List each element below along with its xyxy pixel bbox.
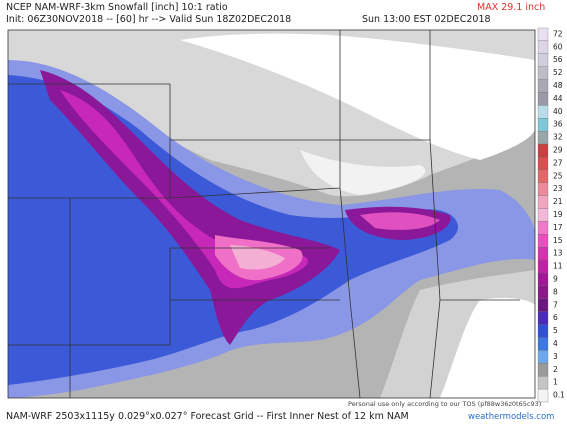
colorbar-label: 8 xyxy=(553,287,558,296)
colorbar-swatch xyxy=(537,208,549,222)
colorbar-label: 3 xyxy=(553,352,558,361)
colorbar-label: 25 xyxy=(553,171,563,180)
colorbar-label: 15 xyxy=(553,236,563,245)
colorbar-swatch xyxy=(537,143,549,158)
colorbar-label: 21 xyxy=(553,197,563,206)
colorbar: 7260565248444036322927252321191715131198… xyxy=(537,27,565,403)
map-title: NCEP NAM-WRF-3km Snowfall [inch] 10:1 ra… xyxy=(6,2,228,13)
colorbar-swatch xyxy=(537,27,549,42)
colorbar-label: 1 xyxy=(553,378,558,387)
colorbar-swatch xyxy=(537,53,549,67)
colorbar-swatch xyxy=(537,118,549,132)
colorbar-swatch xyxy=(537,259,549,274)
colorbar-swatch xyxy=(537,105,549,119)
valid-time: Sun 13:00 EST 02DEC2018 xyxy=(362,14,491,25)
colorbar-swatch xyxy=(537,169,549,183)
colorbar-label: 5 xyxy=(553,326,558,335)
colorbar-swatch xyxy=(537,234,549,248)
colorbar-swatch xyxy=(537,131,549,145)
map xyxy=(7,29,536,399)
colorbar-label: 11 xyxy=(553,262,563,271)
colorbar-label: 27 xyxy=(553,158,563,167)
colorbar-swatch xyxy=(537,92,549,106)
colorbar-swatch xyxy=(537,247,549,261)
colorbar-swatch xyxy=(537,156,549,171)
colorbar-label: 36 xyxy=(553,120,563,129)
colorbar-label: 32 xyxy=(553,133,563,142)
colorbar-label: 48 xyxy=(553,81,563,90)
colorbar-swatch xyxy=(537,66,549,80)
colorbar-swatch xyxy=(537,376,549,390)
colorbar-label: 23 xyxy=(553,184,563,193)
colorbar-swatch xyxy=(537,195,549,209)
credit: weathermodels.com xyxy=(468,412,554,422)
colorbar-label: 2 xyxy=(553,365,558,374)
colorbar-label: 7 xyxy=(553,300,558,309)
colorbar-label: 13 xyxy=(553,249,563,258)
colorbar-swatch xyxy=(537,324,549,338)
colorbar-label: 0.1 xyxy=(553,391,565,400)
max-value: MAX 29.1 inch xyxy=(477,2,545,13)
colorbar-swatch xyxy=(537,298,549,312)
terms-note: Personal use only according to our TOS (… xyxy=(348,400,541,408)
colorbar-label: 29 xyxy=(553,146,563,155)
colorbar-swatch xyxy=(537,363,549,377)
init-time: Init: 06Z30NOV2018 -- [60] hr --> Valid … xyxy=(6,14,291,25)
colorbar-label: 6 xyxy=(553,313,558,322)
colorbar-label: 44 xyxy=(553,94,563,103)
colorbar-swatch xyxy=(537,40,549,54)
colorbar-label: 72 xyxy=(553,29,563,38)
colorbar-label: 9 xyxy=(553,274,558,283)
colorbar-swatch xyxy=(537,350,549,364)
colorbar-label: 4 xyxy=(553,339,558,348)
colorbar-swatch xyxy=(537,221,549,235)
colorbar-label: 52 xyxy=(553,68,563,77)
colorbar-label: 56 xyxy=(553,55,563,64)
colorbar-swatch xyxy=(537,388,549,403)
colorbar-swatch xyxy=(537,337,549,351)
colorbar-swatch xyxy=(537,79,549,93)
colorbar-swatch xyxy=(537,182,549,196)
colorbar-swatch xyxy=(537,272,549,287)
colorbar-label: 19 xyxy=(553,210,563,219)
grid-info: NAM-WRF 2503x1115y 0.029°x0.027° Forecas… xyxy=(6,411,409,422)
colorbar-label: 60 xyxy=(553,42,563,51)
colorbar-swatch xyxy=(537,311,549,325)
colorbar-swatch xyxy=(537,285,549,299)
colorbar-label: 17 xyxy=(553,223,563,232)
colorbar-label: 40 xyxy=(553,107,563,116)
